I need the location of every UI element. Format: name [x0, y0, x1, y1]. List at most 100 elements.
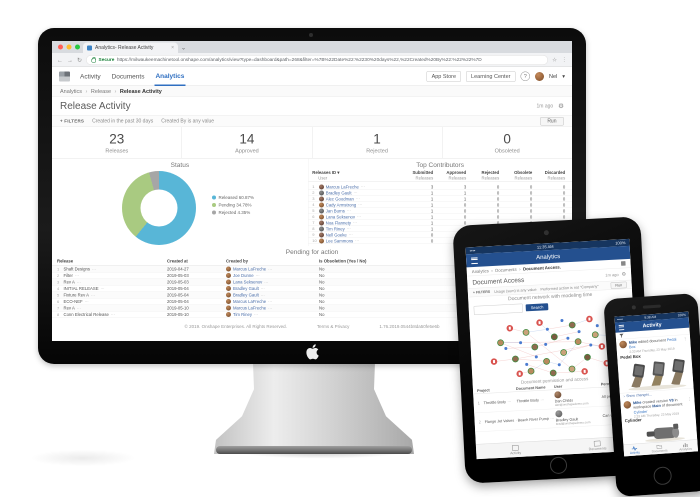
release-link[interactable]: Rev A	[63, 305, 75, 311]
bookmark-star-icon[interactable]: ☆	[552, 57, 557, 63]
company-icon[interactable]	[620, 261, 626, 266]
minimize-window-button[interactable]	[66, 44, 72, 50]
row-menu-icon[interactable]: ⋯	[353, 190, 358, 196]
row-menu-icon[interactable]: ⋯	[355, 196, 360, 202]
row-menu-icon[interactable]: ⋯	[84, 299, 89, 304]
release-link[interactable]: Shaft Designs	[63, 266, 90, 272]
row-menu-icon[interactable]: ⋯	[353, 220, 358, 226]
row-menu-icon[interactable]: ⋯	[348, 232, 353, 238]
filters-toggle[interactable]: + FILTERS	[60, 118, 85, 124]
row-menu-icon[interactable]: ⋯	[355, 238, 360, 244]
creator-name-link[interactable]: Marcus LaFreche	[233, 299, 267, 304]
breadcrumb-analytics[interactable]: Analytics	[60, 88, 83, 95]
filter-date[interactable]: Created in the past 30 days	[92, 118, 154, 124]
contributor-name-link[interactable]: Lana Seksenov	[325, 214, 356, 220]
contributor-name-link[interactable]: Alec Goodman	[325, 196, 354, 202]
filter-usage[interactable]: Usage (sum) is any value	[494, 287, 537, 294]
tablet-home-button[interactable]	[549, 456, 568, 475]
tab-documents[interactable]: Documents	[588, 440, 607, 451]
creator-name-link[interactable]: Tim Riney	[233, 312, 252, 317]
reload-icon[interactable]: ↻	[77, 56, 83, 64]
maximize-window-button[interactable]	[75, 44, 80, 50]
row-menu-icon[interactable]: ⋯	[268, 305, 273, 311]
phone-home-button[interactable]	[653, 466, 673, 486]
creator-name-link[interactable]: Joe Dunne	[233, 273, 254, 278]
row-menu-icon[interactable]: ⋯	[260, 292, 265, 298]
creator-name-link[interactable]: Bradley Gault	[233, 286, 259, 291]
creator-name-link[interactable]: Marcus LaFreche	[233, 266, 267, 272]
contributor-name-link[interactable]: Marcus LaFreche	[325, 184, 359, 190]
filter-created-by[interactable]: Created By is any value	[161, 118, 215, 124]
tab-analytics[interactable]: Analytics	[679, 442, 692, 451]
user-name[interactable]: Nel	[548, 73, 558, 80]
terms-link[interactable]: Terms & Privacy	[316, 324, 350, 329]
cylinder-thumbnail[interactable]	[625, 421, 694, 447]
gear-icon[interactable]: ⚙	[621, 271, 627, 278]
row-menu-icon[interactable]: ⋯	[260, 286, 265, 291]
row-menu-icon[interactable]: ⋯	[76, 305, 81, 311]
tab-activity[interactable]: Activity	[80, 72, 101, 81]
release-link[interactable]: Fixture Rev A	[63, 292, 90, 298]
browser-menu-icon[interactable]: ⋮	[561, 57, 568, 63]
close-window-button[interactable]	[58, 44, 63, 50]
run-button[interactable]: Run	[539, 116, 564, 126]
creator-name-link[interactable]: Bradley Gault	[233, 292, 259, 298]
app-store-button[interactable]: App Store	[426, 70, 462, 82]
user-menu-caret-icon[interactable]: ▾	[562, 73, 565, 80]
window-controls[interactable]	[58, 44, 80, 50]
kebab-menu-icon[interactable]: ⋮	[682, 336, 688, 342]
row-menu-icon[interactable]: ⋯	[76, 279, 81, 285]
row-menu-icon[interactable]: ⋯	[346, 208, 351, 214]
creator-name-link[interactable]: Lana Seksenov	[233, 279, 263, 285]
filter-funnel-icon[interactable]	[619, 333, 624, 337]
tab-activity[interactable]: Activity	[510, 444, 521, 455]
new-tab-button[interactable]: ⌄	[181, 44, 187, 51]
row-menu-icon[interactable]: ⋯	[268, 299, 273, 304]
user-avatar[interactable]	[534, 71, 544, 81]
releases-id-header[interactable]: Releases ID	[312, 170, 337, 175]
row-menu-icon[interactable]: ⋯	[253, 312, 258, 317]
contributor-name-link[interactable]: Nell Goeke	[325, 232, 347, 238]
contributor-name-link[interactable]: Bradley Gault	[325, 190, 352, 196]
pedal-box-thumbnail[interactable]	[621, 357, 691, 395]
status-donut-chart[interactable]	[122, 171, 196, 245]
contributor-name-link[interactable]: Tim Riney	[325, 226, 345, 232]
release-link[interactable]: Conn Electrical Release	[63, 312, 109, 317]
run-button[interactable]: Run	[610, 281, 627, 289]
url-bar[interactable]: Secure https://milwaukeemachinetool.onsh…	[86, 54, 549, 65]
release-link[interactable]: Filter	[63, 273, 73, 278]
breadcrumb-release[interactable]: Release	[90, 88, 112, 95]
forward-icon[interactable]: →	[67, 56, 73, 64]
back-icon[interactable]: ←	[57, 56, 63, 64]
contributor-name-link[interactable]: Cady Armstrong	[325, 202, 357, 208]
tab-documents[interactable]: Documents	[651, 444, 668, 453]
filters-toggle[interactable]: + FILTERS	[472, 289, 491, 295]
sort-caret-icon[interactable]: ▾	[337, 170, 340, 175]
row-menu-icon[interactable]: ⋯	[346, 226, 351, 232]
row-menu-icon[interactable]: ⋯	[264, 279, 269, 285]
row-menu-icon[interactable]: ⋯	[91, 292, 96, 298]
search-button[interactable]: Search	[525, 303, 549, 312]
row-menu-icon[interactable]: ⋯	[358, 202, 363, 208]
tab-documents[interactable]: Documents	[111, 72, 145, 81]
tab-activity[interactable]: Activity	[629, 445, 640, 455]
row-menu-icon[interactable]: ⋯	[360, 184, 365, 190]
row-menu-icon[interactable]: ⋯	[255, 273, 260, 278]
row-menu-icon[interactable]: ⋯	[100, 286, 105, 291]
tab-close-icon[interactable]: ×	[171, 45, 174, 51]
contributor-name-link[interactable]: Noa Flannety	[325, 220, 352, 226]
tab-analytics[interactable]: Analytics	[154, 67, 186, 86]
release-link[interactable]: ECO-NEF	[63, 299, 83, 304]
learning-center-button[interactable]: Learning Center	[466, 70, 516, 82]
row-menu-icon[interactable]: ⋯	[268, 266, 273, 272]
release-link[interactable]: INITIAL RELEASE	[63, 286, 99, 291]
kebab-menu-icon[interactable]: ⋮	[687, 396, 692, 402]
release-link[interactable]: Rev A	[63, 279, 75, 285]
row-menu-icon[interactable]: ⋯	[91, 266, 96, 272]
gear-icon[interactable]: ⚙	[558, 102, 564, 110]
browser-tab[interactable]: Analytics- Release Activity ×	[83, 42, 178, 53]
company-logo[interactable]	[59, 71, 70, 82]
row-menu-icon[interactable]: ⋯	[110, 312, 115, 317]
row-menu-icon[interactable]: ⋯	[357, 214, 362, 220]
contributor-name-link[interactable]: Lee Sammons	[325, 238, 354, 244]
